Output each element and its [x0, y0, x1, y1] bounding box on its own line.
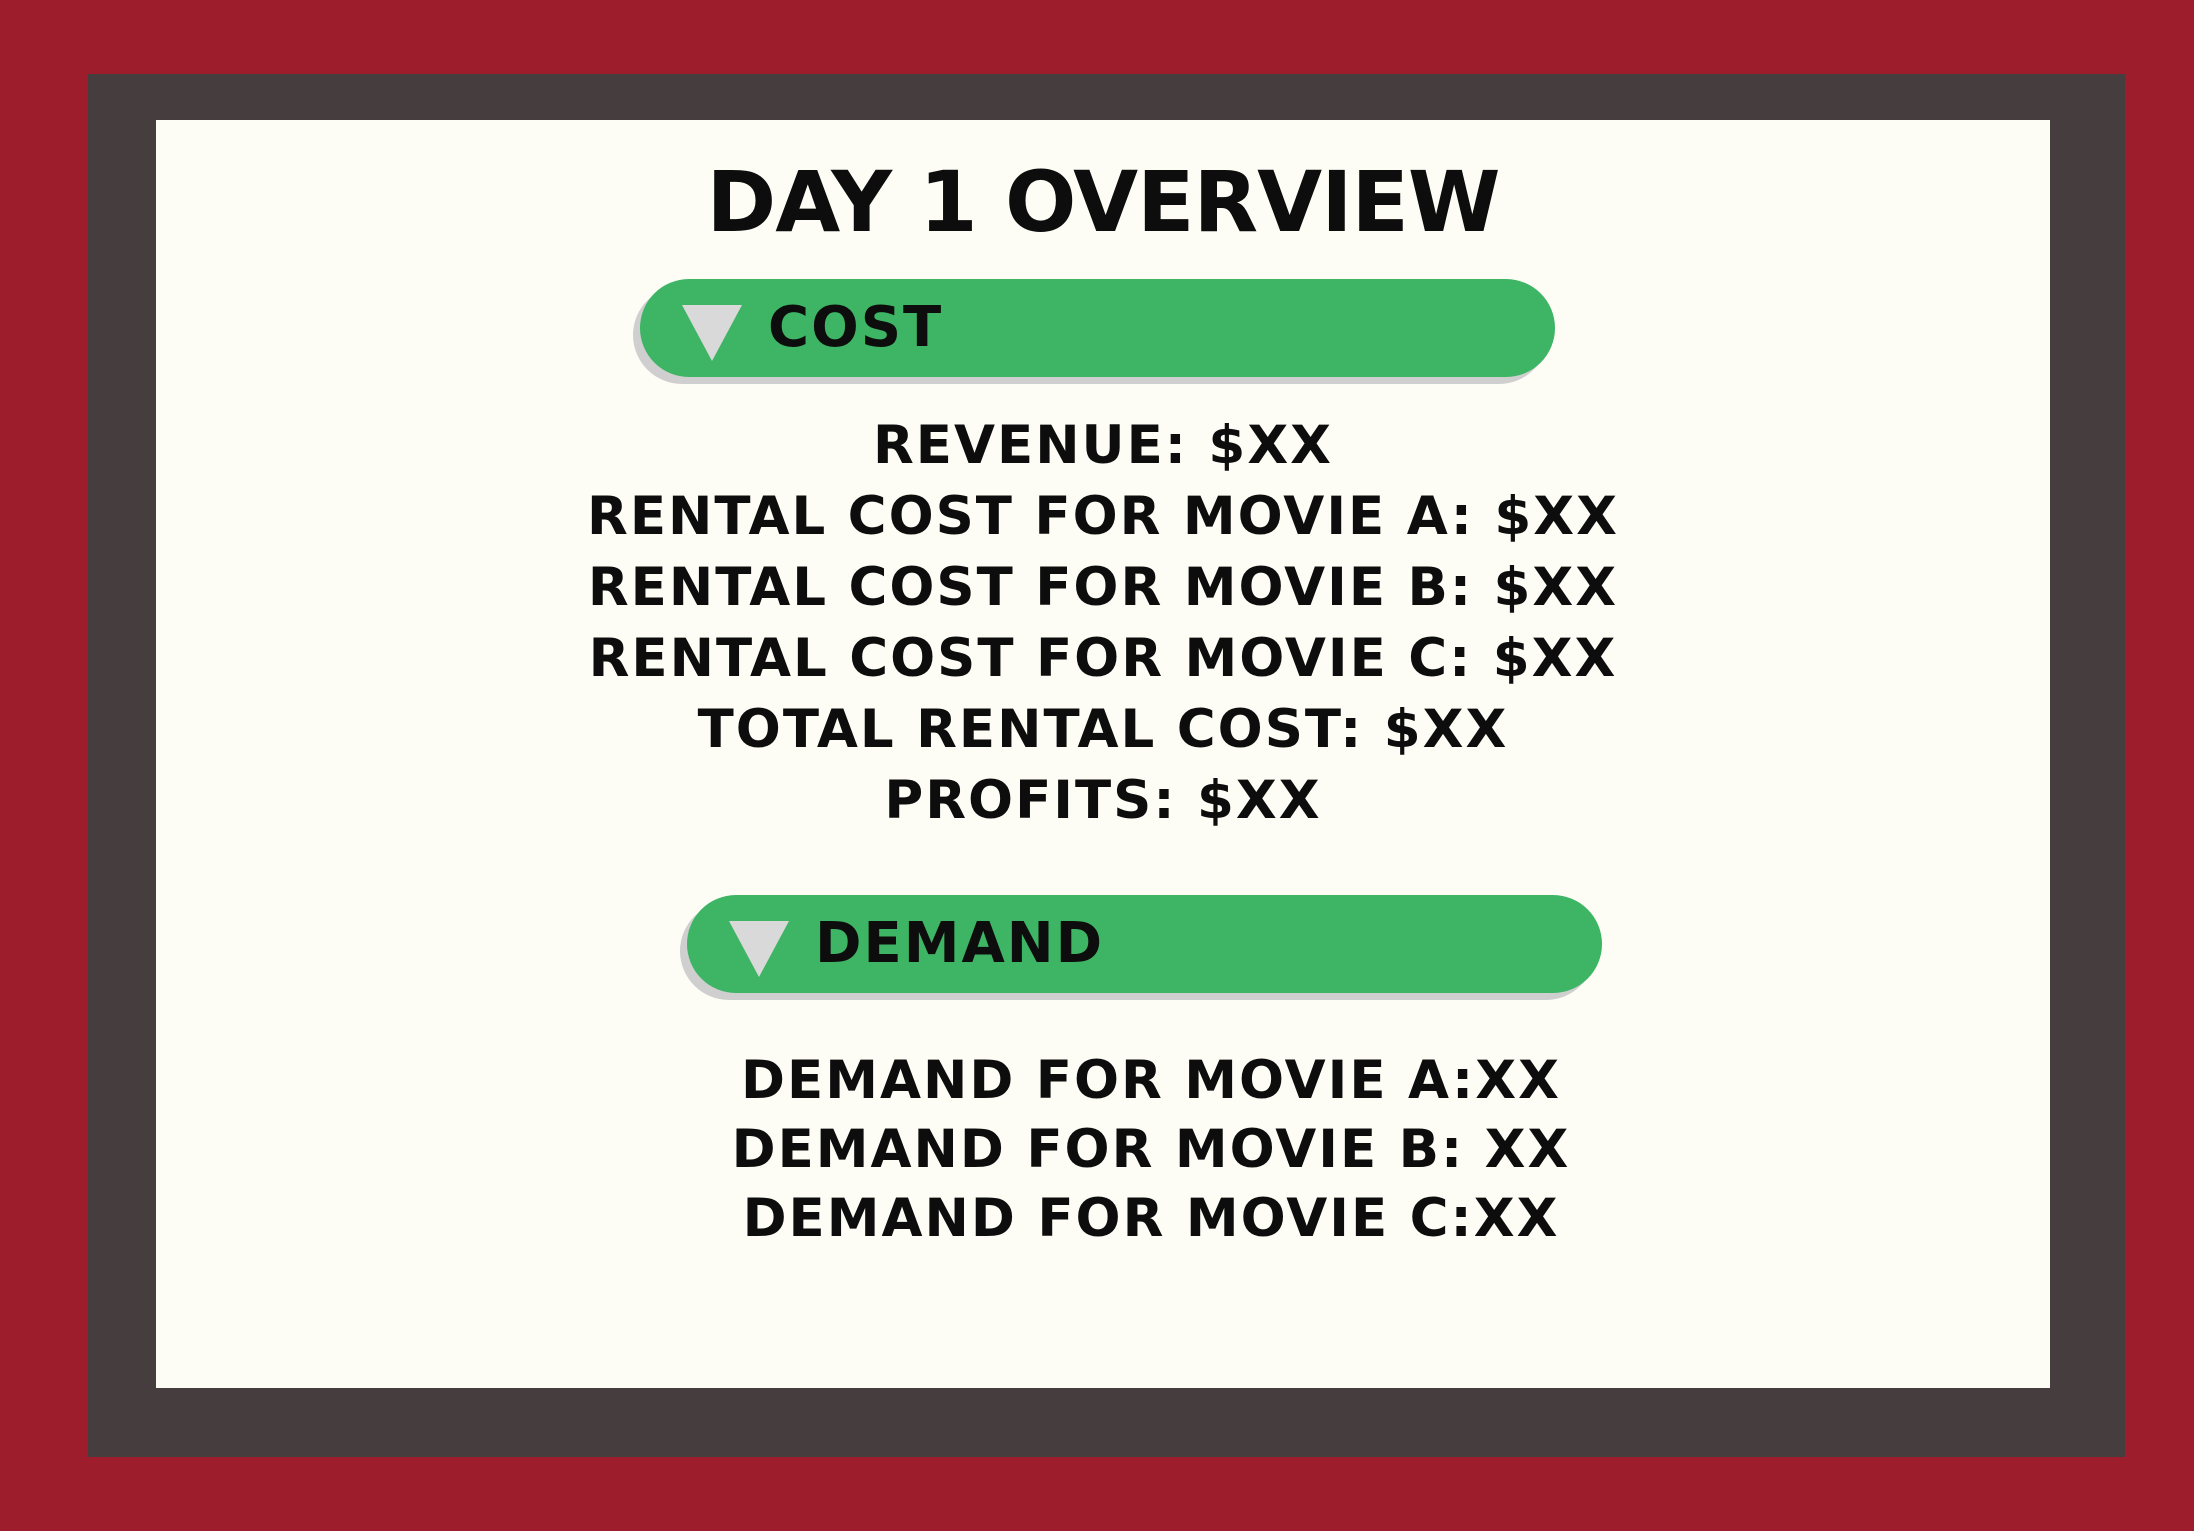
demand-movie-b-line: DEMAND FOR MOVIE B: XX [731, 1119, 1571, 1180]
cost-section-label: COST [768, 295, 944, 360]
triangle-down-icon [640, 279, 760, 377]
demand-movie-a-line: DEMAND FOR MOVIE A:XX [741, 1050, 1561, 1111]
triangle-down-icon [687, 895, 807, 993]
page-title: DAY 1 OVERVIEW [706, 153, 1501, 251]
cost-details: REVENUE: $XX RENTAL COST FOR MOVIE A: $X… [156, 410, 2050, 836]
demand-movie-c-line: DEMAND FOR MOVIE C:XX [742, 1188, 1560, 1249]
demand-section-label: DEMAND [815, 911, 1105, 976]
rental-cost-movie-c-line: RENTAL COST FOR MOVIE C: $XX [588, 628, 1618, 689]
profits-line: PROFITS: $XX [884, 770, 1322, 831]
demand-section-toggle[interactable]: DEMAND [687, 895, 1602, 993]
cost-section-toggle[interactable]: COST [640, 279, 1555, 377]
demand-details: DEMAND FOR MOVIE A:XX DEMAND FOR MOVIE B… [156, 1046, 2050, 1253]
total-rental-cost-line: TOTAL RENTAL COST: $XX [697, 699, 1509, 760]
rental-cost-movie-b-line: RENTAL COST FOR MOVIE B: $XX [587, 557, 1619, 618]
rental-cost-movie-a-line: RENTAL COST FOR MOVIE A: $XX [587, 486, 1619, 547]
revenue-line: REVENUE: $XX [872, 415, 1334, 476]
overview-panel: DAY 1 OVERVIEW COST REVENUE: $XX RENTAL … [156, 120, 2050, 1388]
